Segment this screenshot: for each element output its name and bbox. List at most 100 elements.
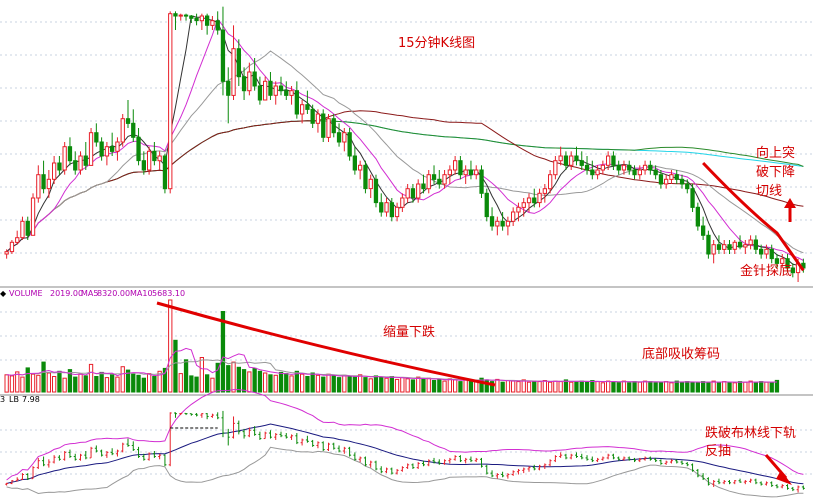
annotation-bottom-accumulation: 底部吸收筹码	[642, 346, 720, 362]
candle	[611, 151, 616, 170]
candle-body	[679, 178, 685, 185]
candle	[484, 188, 489, 222]
chart-title: 15分钟K线图	[398, 35, 475, 51]
candle	[642, 160, 648, 175]
candle	[505, 216, 511, 236]
candle	[300, 100, 305, 124]
candle	[141, 151, 146, 175]
candle-body	[194, 17, 199, 22]
candle-body	[542, 188, 548, 194]
volume-bar	[442, 380, 447, 393]
volume-bar	[453, 379, 458, 393]
candle	[220, 6, 226, 96]
candle	[674, 170, 679, 184]
volume-bar	[769, 382, 774, 393]
candle	[780, 254, 785, 268]
candle	[41, 160, 46, 194]
volume-bar	[268, 374, 273, 393]
candle	[658, 170, 664, 189]
candle	[73, 151, 78, 175]
volume-bar	[358, 374, 363, 393]
candle-body	[458, 160, 463, 176]
annotation-rebound: 反抽	[705, 444, 731, 459]
candle-body	[637, 169, 643, 176]
candle-body	[336, 132, 342, 143]
volume-bar	[526, 381, 532, 393]
candle-body	[716, 244, 722, 250]
candle	[194, 13, 199, 26]
volume-bar	[489, 381, 495, 393]
candle	[690, 184, 695, 212]
candle-body	[120, 118, 125, 143]
volume-bar	[136, 374, 141, 393]
volume-bar	[257, 370, 263, 393]
candle	[205, 13, 210, 35]
candle	[46, 170, 52, 198]
volume-panel	[4, 299, 780, 393]
volume-bar	[36, 374, 41, 393]
candle	[632, 165, 637, 180]
candle	[263, 76, 268, 101]
candle-body	[537, 192, 542, 204]
candle-body	[205, 15, 210, 26]
candle-body	[426, 174, 431, 190]
volume-bar	[141, 377, 146, 393]
candle	[99, 137, 104, 161]
candle-body	[268, 80, 273, 96]
candle	[9, 240, 15, 254]
candle-body	[315, 113, 321, 124]
candle	[679, 174, 685, 189]
volume-bar	[157, 370, 162, 393]
candle	[616, 160, 621, 175]
candle	[426, 170, 431, 194]
candle-body	[189, 15, 194, 19]
volume-bar	[220, 311, 226, 393]
volume-bar	[669, 382, 674, 393]
candle	[57, 156, 62, 175]
candle	[669, 170, 674, 184]
volume-decline-trendline	[156, 301, 496, 387]
candle	[653, 165, 658, 180]
volume-bar	[194, 376, 199, 393]
candle-body	[110, 146, 115, 152]
volume-bar	[616, 381, 621, 393]
candle-body	[743, 244, 748, 248]
candle-body	[20, 220, 25, 239]
candle-body	[579, 160, 584, 166]
candle-body	[410, 188, 416, 199]
candle	[563, 151, 569, 170]
candle	[548, 170, 553, 194]
candle	[331, 114, 336, 138]
candle-body	[563, 155, 569, 166]
volume-bar	[263, 372, 268, 393]
candle	[310, 104, 315, 128]
candle	[442, 170, 447, 189]
volume-bar	[368, 378, 373, 393]
volume-bar	[300, 373, 305, 393]
volume-bar	[326, 373, 331, 393]
volume-bar	[632, 381, 637, 393]
candle-body	[664, 178, 669, 185]
candle	[753, 235, 759, 254]
candle	[722, 240, 727, 254]
volume-header-value: 2019.00	[50, 289, 83, 298]
candle-body	[495, 220, 500, 227]
candle	[178, 13, 183, 21]
volume-bar	[189, 375, 194, 393]
candle	[584, 156, 590, 175]
candle-body	[73, 160, 78, 171]
candle	[716, 235, 722, 254]
candle	[342, 128, 347, 152]
candle-body	[173, 13, 178, 17]
volume-bar	[516, 381, 521, 393]
candle-body	[548, 174, 553, 190]
volume-bar	[25, 367, 30, 393]
candle	[416, 179, 421, 203]
volume-bar	[310, 372, 315, 393]
ma60-line	[6, 110, 804, 253]
candle	[574, 146, 579, 166]
volume-bar	[774, 379, 780, 393]
volume-bar	[20, 376, 25, 393]
candle	[743, 240, 748, 254]
candle-body	[764, 248, 769, 255]
